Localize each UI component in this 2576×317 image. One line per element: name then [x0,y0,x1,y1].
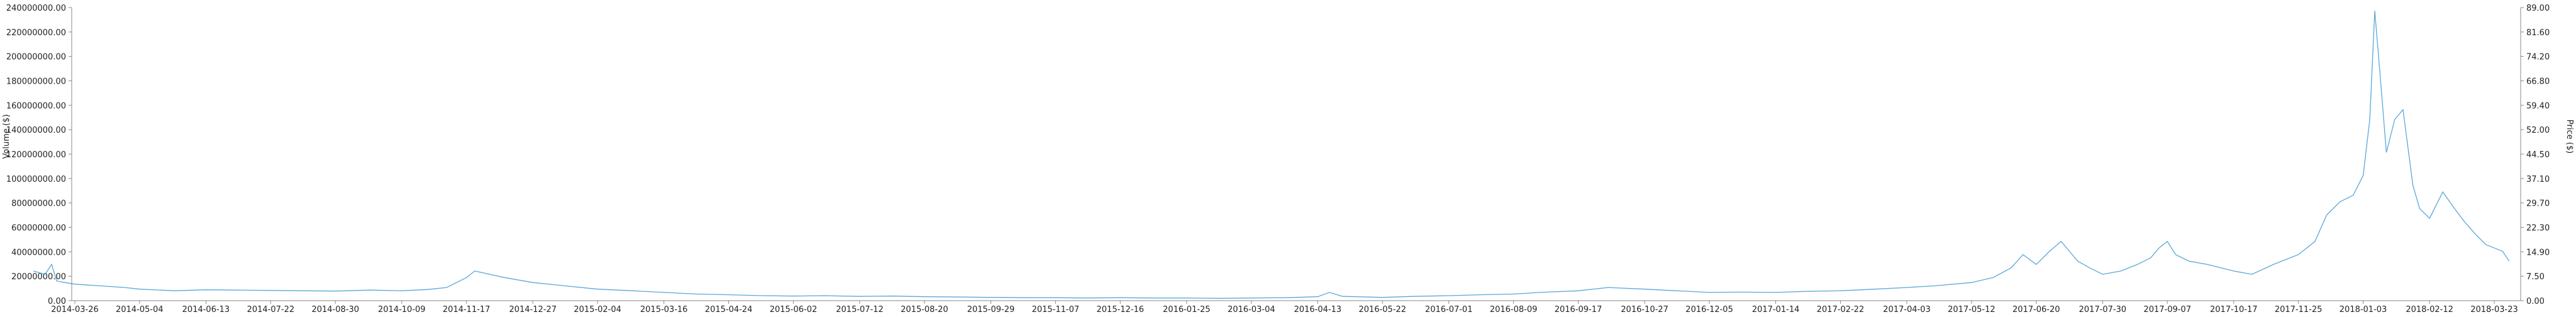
y-left-tick-label: 220000000.00 [6,28,66,38]
y-left-tick-label: 160000000.00 [6,101,66,111]
y-left-tick-label: 80000000.00 [11,199,66,209]
x-tick-label: 2014-03-26 [51,305,99,314]
y-right-tick-label: 59.40 [2526,101,2550,111]
x-tick-label: 2015-06-02 [770,305,818,314]
x-tick-label: 2018-03-23 [2470,305,2518,314]
x-tick-label: 2016-08-09 [1490,305,1538,314]
y-right-tick-label: 81.60 [2526,28,2550,38]
x-tick-label: 2014-08-30 [311,305,359,314]
x-tick-label: 2018-01-03 [2340,305,2387,314]
y-right-tick-label: 29.70 [2526,199,2550,209]
x-tick-label: 2018-02-12 [2406,305,2453,314]
x-tick-label: 2014-10-09 [378,305,426,314]
x-tick-label: 2014-06-13 [182,305,230,314]
y-right-tick-label: 44.50 [2526,150,2550,160]
y-axis-right-title: Price ($) [2565,120,2574,153]
y-left-tick-label: 120000000.00 [6,150,66,160]
x-tick-label: 2014-11-17 [443,305,491,314]
x-tick-label: 2016-12-05 [1685,305,1733,314]
x-tick-label: 2014-12-27 [509,305,557,314]
x-tick-label: 2016-04-13 [1294,305,1341,314]
y-left-tick-label: 100000000.00 [6,175,66,184]
y-axis-left-ticks: 0.00 20000000.00 40000000.00 60000000.00 800… [6,4,72,306]
x-tick-label: 2015-11-07 [1032,305,1080,314]
x-axis-ticks: 2014-03-26 2014-05-04 2014-06-13 2014-07-22… [51,301,2518,314]
x-tick-label: 2015-04-24 [705,305,753,314]
y-left-tick-label: 20000000.00 [11,272,66,282]
y-right-tick-label: 22.30 [2526,224,2550,233]
x-tick-label: 2017-11-25 [2275,305,2323,314]
x-tick-label: 2017-01-14 [1752,305,1800,314]
price-series-line [33,11,2510,299]
y-left-tick-label: 60000000.00 [11,224,66,233]
x-tick-label: 2015-07-12 [836,305,884,314]
y-axis-right-ticks: 0.00 7.50 14.90 22.30 29.70 37.10 44.50 52.00 59… [2521,4,2550,306]
y-left-tick-label: 240000000.00 [6,4,66,13]
x-tick-label: 2014-07-22 [247,305,295,314]
x-tick-label: 2016-03-04 [1228,305,1275,314]
x-tick-label: 2017-02-22 [1817,305,1865,314]
y-right-tick-label: 89.00 [2526,4,2550,13]
x-tick-label: 2016-01-25 [1163,305,1211,314]
y-right-tick-label: 37.10 [2526,175,2550,184]
x-tick-label: 2017-07-30 [2079,305,2127,314]
x-tick-label: 2017-09-07 [2143,305,2191,314]
y-left-tick-label: 200000000.00 [6,53,66,62]
x-tick-label: 2015-02-04 [574,305,621,314]
y-right-tick-label: 14.90 [2526,248,2550,257]
x-tick-label: 2017-06-20 [2012,305,2060,314]
y-right-tick-label: 7.50 [2526,272,2545,282]
y-left-tick-label: 180000000.00 [6,77,66,87]
x-tick-label: 2015-12-16 [1097,305,1145,314]
x-tick-label: 2016-05-22 [1358,305,1406,314]
x-tick-label: 2014-05-04 [116,305,164,314]
x-tick-label: 2016-10-27 [1621,305,1668,314]
x-tick-label: 2016-09-17 [1555,305,1602,314]
y-right-tick-label: 52.00 [2526,126,2550,135]
x-tick-label: 2015-03-16 [640,305,688,314]
y-left-tick-label: 40000000.00 [11,248,66,257]
y-left-tick-label: 0.00 [48,297,66,306]
x-tick-label: 2017-04-03 [1883,305,1931,314]
x-tick-label: 2017-05-12 [1948,305,1996,314]
y-axis-left-title: Volume ($) [2,114,11,159]
x-tick-label: 2015-08-20 [901,305,948,314]
y-right-tick-label: 74.20 [2526,53,2550,62]
x-tick-label: 2016-07-01 [1425,305,1473,314]
y-left-tick-label: 140000000.00 [6,126,66,135]
y-right-tick-label: 66.80 [2526,77,2550,87]
y-right-tick-label: 0.00 [2526,297,2545,306]
x-tick-label: 2015-09-29 [967,305,1015,314]
x-tick-label: 2017-10-17 [2210,305,2258,314]
